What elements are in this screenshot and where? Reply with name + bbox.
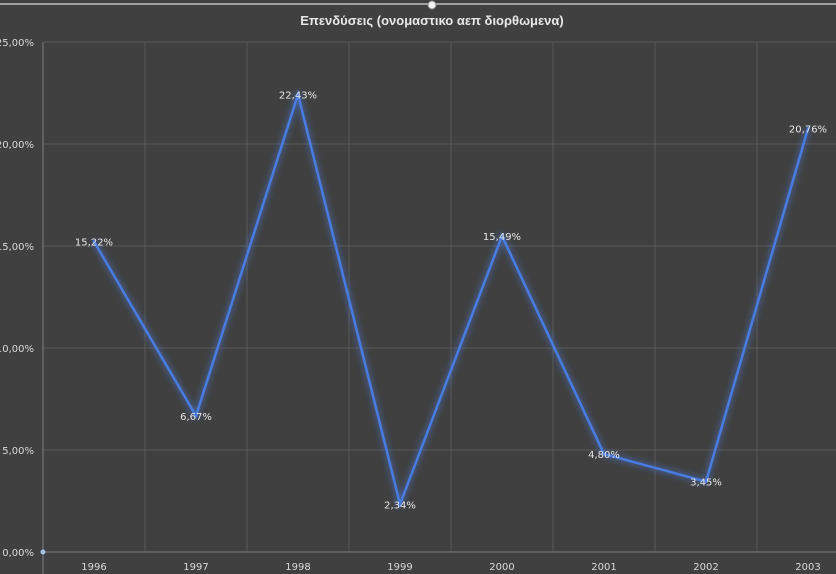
x-tick-label: 1996 [81, 562, 106, 573]
data-point [806, 126, 810, 130]
y-tick-label: 0,00% [2, 548, 34, 559]
axis-origin-marker [40, 549, 46, 555]
data-label: 2,34% [384, 500, 416, 511]
x-tick-label: 2000 [489, 562, 514, 573]
series-line [92, 89, 810, 509]
data-point [194, 414, 198, 418]
chart-resize-handle[interactable] [427, 0, 437, 10]
y-axis-tick-labels: 0,00% 5,00% 10,00% 15,00% 20,00% 25,00% [0, 38, 34, 559]
data-labels: 15,22% 6,67% 22,43% 2,34% 15,49% 4,80% 3,45% 20… [75, 90, 827, 511]
data-label: 6,67% [180, 412, 212, 423]
x-tick-label: 1999 [387, 562, 412, 573]
data-point [704, 480, 708, 484]
data-point [500, 234, 504, 238]
x-tick-label: 2001 [591, 562, 616, 573]
data-label: 4,80% [588, 450, 620, 461]
data-point [398, 502, 402, 506]
x-tick-label: 1997 [183, 562, 208, 573]
y-tick-label: 20,00% [0, 140, 34, 151]
x-tick-label: 2003 [795, 562, 820, 573]
y-tick-label: 10,00% [0, 344, 34, 355]
data-label: 15,49% [483, 232, 521, 243]
x-tick-label: 2002 [693, 562, 718, 573]
x-tick-label: 1998 [285, 562, 310, 573]
x-axis-tick-labels: 1996 1997 1998 1999 2000 2001 2002 2003 [81, 562, 820, 573]
data-point [296, 92, 300, 96]
y-tick-label: 5,00% [2, 446, 34, 457]
data-label: 3,45% [690, 478, 722, 489]
gridlines [43, 41, 836, 552]
axes [40, 42, 836, 574]
y-tick-label: 25,00% [0, 38, 34, 49]
y-tick-label: 15,00% [0, 242, 34, 253]
series-investment [92, 89, 810, 509]
data-label: 20,76% [789, 124, 827, 135]
data-point [92, 240, 96, 244]
chart-title: Επενδύσεις (ονομαστικο αεπ διορθωμενα) [300, 13, 563, 28]
data-point [602, 452, 606, 456]
data-label: 22,43% [279, 90, 317, 101]
data-label: 15,22% [75, 238, 113, 249]
